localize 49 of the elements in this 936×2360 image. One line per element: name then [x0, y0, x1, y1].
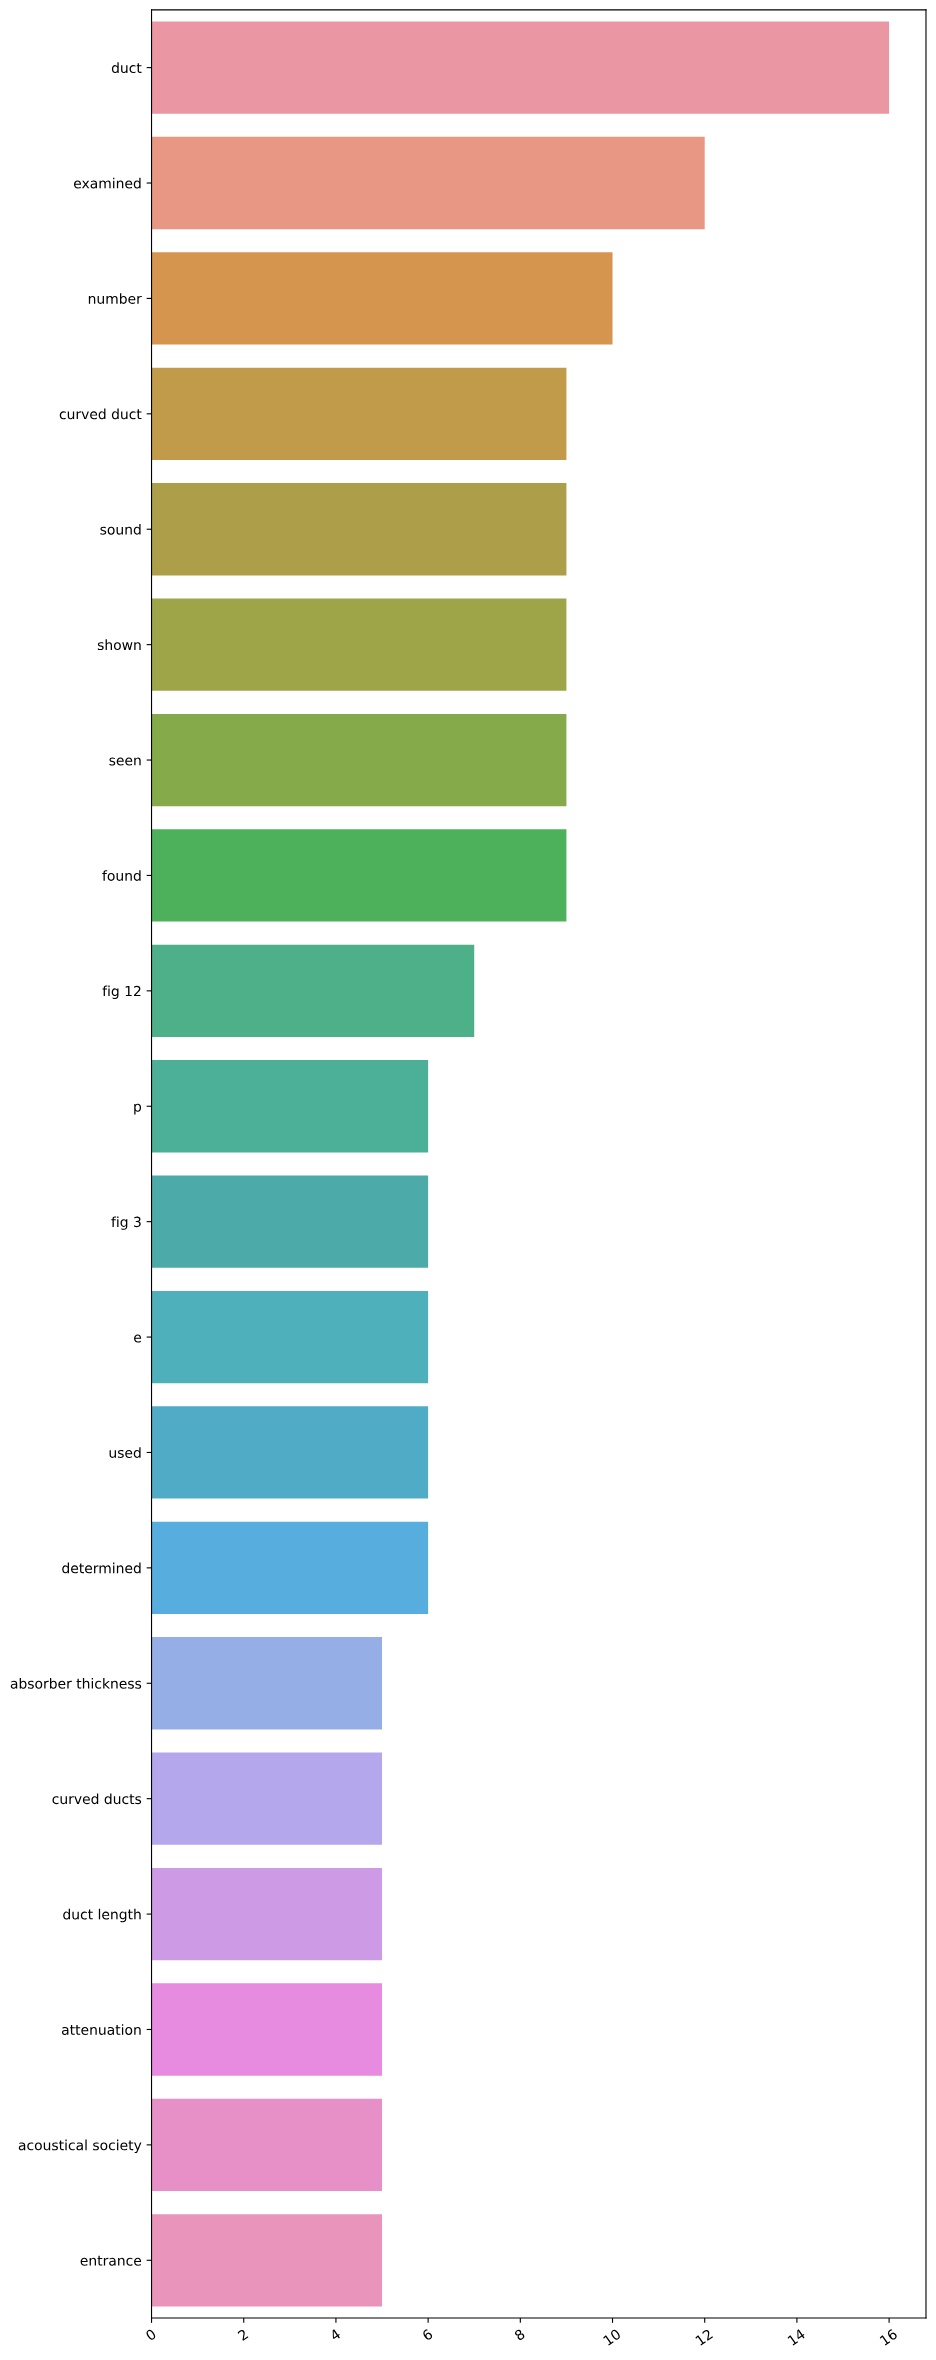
bar — [151, 1175, 429, 1268]
bar — [151, 1290, 429, 1384]
bar — [151, 1983, 383, 2076]
y-tick-label: entrance — [80, 2255, 142, 2266]
bar — [151, 944, 475, 1038]
x-tick-label: 0 — [144, 2328, 157, 2342]
bar — [151, 1867, 383, 1961]
bar — [151, 598, 567, 691]
bar — [151, 2098, 383, 2192]
x-tick-label: 12 — [695, 2328, 714, 2346]
y-tick-label: seen — [109, 757, 141, 766]
x-tick-label: 16 — [879, 2328, 898, 2346]
x-tick-label: 10 — [602, 2328, 622, 2346]
y-tick-label: sound — [100, 523, 141, 535]
y-tick-label: duct — [111, 62, 142, 74]
y-tick-label: p — [134, 1103, 142, 1115]
y-tick-label: acoustical society — [18, 2139, 142, 2154]
y-tick-label: duct length — [63, 1908, 141, 1923]
bar — [151, 483, 567, 576]
bar — [151, 21, 890, 114]
y-tick-label: determined — [62, 1562, 141, 1574]
bar — [151, 1060, 429, 1153]
y-tick-label: e — [134, 1334, 142, 1343]
x-tick-label: 4 — [329, 2328, 342, 2342]
y-tick-label: shown — [97, 639, 141, 651]
y-tick-label: curved ducts — [52, 1793, 142, 1805]
bar — [151, 252, 613, 345]
bar — [151, 829, 567, 922]
y-tick-label: used — [109, 1447, 141, 1458]
y-tick-label: number — [88, 293, 142, 304]
y-tick-label: fig 12 — [102, 985, 141, 1000]
bar — [151, 367, 567, 460]
x-tick-label: 2 — [237, 2328, 249, 2341]
bar — [151, 1521, 429, 1615]
y-tick-label: attenuation — [61, 2024, 141, 2035]
bar — [151, 136, 705, 230]
bar — [151, 1752, 383, 1845]
x-tick-label: 14 — [787, 2328, 806, 2346]
bar — [151, 1406, 429, 1499]
x-tick-label: 6 — [421, 2328, 434, 2342]
bar — [151, 713, 567, 807]
y-tick-label: found — [102, 870, 141, 881]
y-tick-label: curved duct — [59, 408, 142, 420]
bar — [151, 1637, 383, 1730]
y-tick-label: fig 3 — [111, 1216, 141, 1230]
x-tick-label: 8 — [513, 2328, 526, 2342]
y-tick-label: examined — [73, 177, 141, 189]
y-tick-label: absorber thickness — [10, 1677, 142, 1689]
bar — [151, 2214, 383, 2307]
